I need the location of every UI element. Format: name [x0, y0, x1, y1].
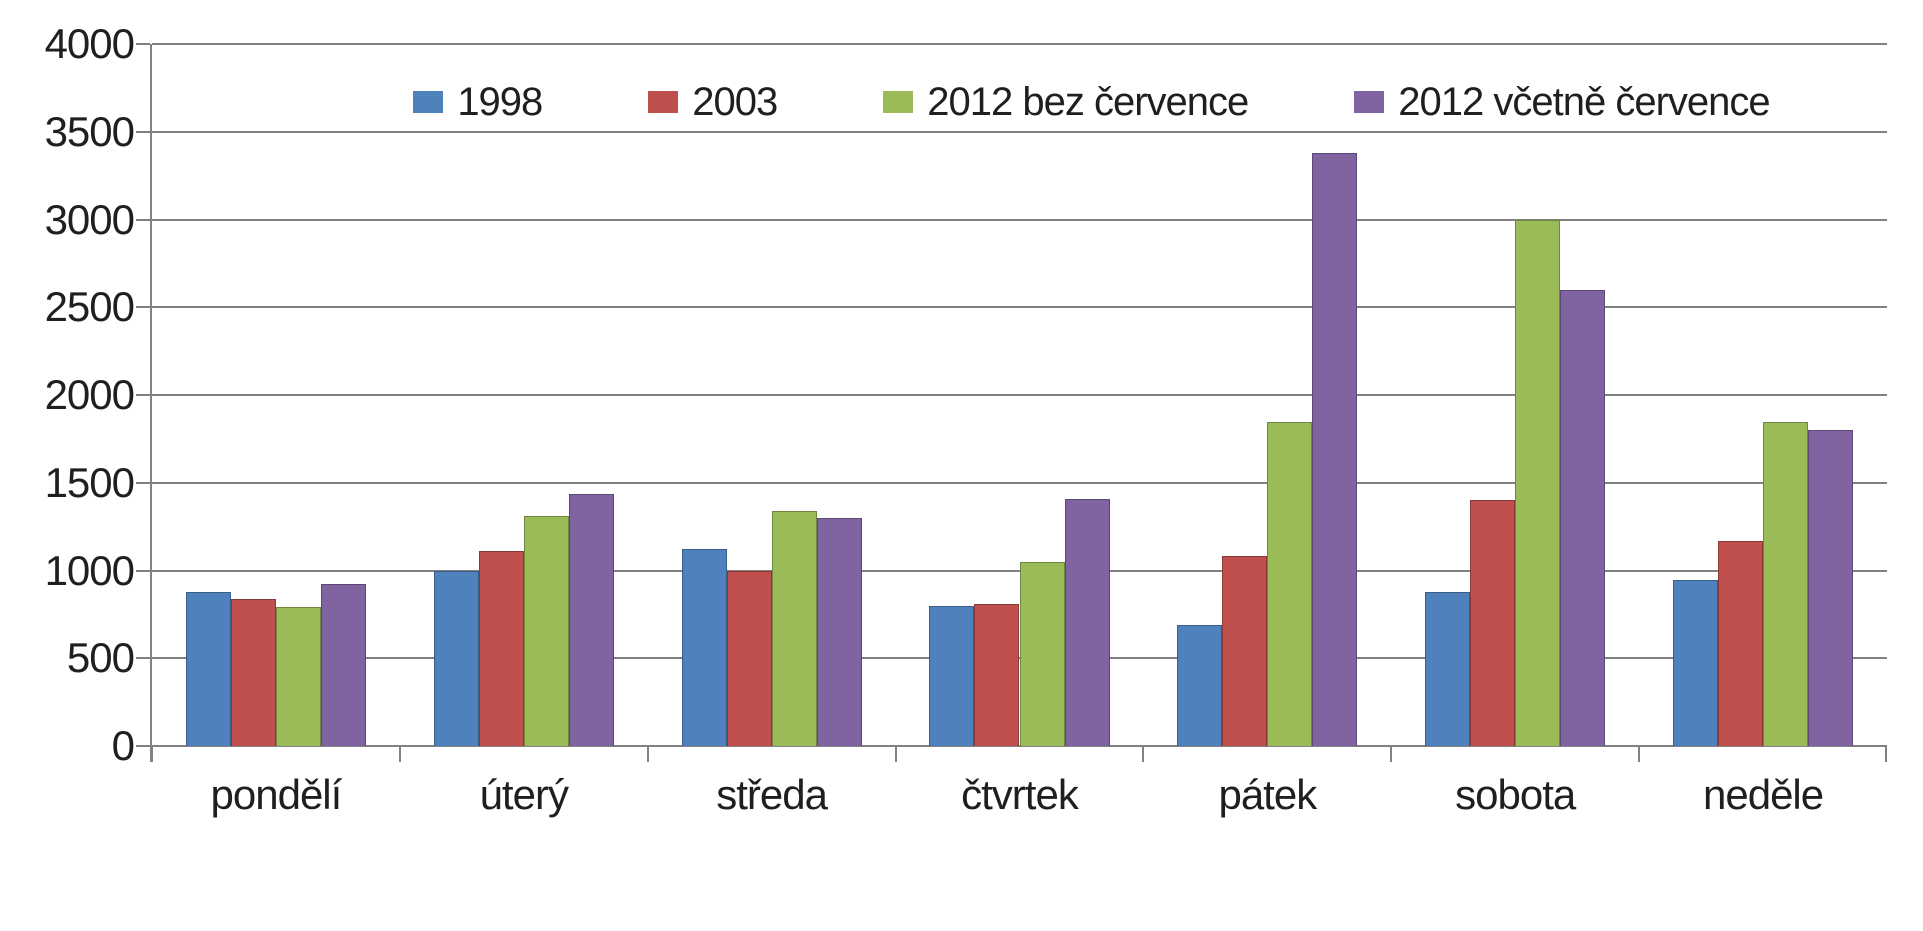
legend-swatch-2012-vcetne-cervence — [1354, 91, 1385, 113]
x-axis-tick-1 — [398, 746, 401, 762]
y-axis-tick-label-2500: 2500 — [44, 283, 135, 331]
bar-2012-bez-cervence-sobota — [1515, 219, 1561, 746]
legend-label-2012-bez-cervence: 2012 bez července — [927, 80, 1249, 124]
legend-item-1998: 1998 — [413, 80, 543, 124]
y-axis-tick-0 — [136, 745, 150, 747]
y-axis-tick-3000 — [136, 218, 150, 221]
bar-2012-bez-cervence-nedele — [1763, 422, 1809, 746]
bar-2012-vcetne-cervence-nedele — [1808, 430, 1854, 746]
x-axis-label-ctvrtek: čtvrtek — [961, 771, 1079, 818]
y-axis-tick-label-2000: 2000 — [44, 371, 135, 418]
bar-1998-patek — [1177, 624, 1223, 746]
y-axis-tick-2500 — [136, 306, 150, 309]
y-axis-line — [150, 44, 152, 762]
gridline-0 — [152, 745, 1887, 747]
legend-label-2003: 2003 — [692, 80, 778, 124]
y-axis-tick-3500 — [136, 130, 150, 133]
y-axis-tick-label-0: 0 — [111, 722, 135, 769]
bar-2012-bez-cervence-streda — [771, 510, 817, 746]
gridline-4000 — [152, 43, 1887, 45]
x-axis-label-sobota: sobota — [1455, 771, 1576, 818]
bar-2003-streda — [726, 570, 772, 746]
x-axis-label-pondeli: pondělí — [210, 771, 343, 818]
y-axis-tick-label-3000: 3000 — [44, 195, 135, 243]
bar-2012-vcetne-cervence-pondeli — [320, 583, 367, 746]
x-axis-tick-4 — [1142, 746, 1145, 762]
bar-1998-sobota — [1425, 592, 1471, 746]
plot-area: 1998 2003 2012 bez července 2012 včetně čer… — [150, 43, 1887, 762]
y-axis-tick-label-4000: 4000 — [44, 20, 135, 67]
bar-2012-vcetne-cervence-sobota — [1560, 289, 1606, 746]
legend-swatch-2003 — [648, 91, 679, 113]
x-axis-label-utery: úterý — [479, 771, 569, 818]
legend-swatch-1998 — [413, 91, 444, 113]
bar-2012-vcetne-cervence-streda — [816, 517, 862, 746]
gridline-1500 — [152, 481, 1887, 484]
bar-2012-bez-cervence-utery — [523, 516, 569, 746]
bar-2003-pondeli — [230, 598, 276, 746]
y-axis-tick-label-1500: 1500 — [44, 458, 135, 506]
gridline-2000 — [152, 394, 1887, 396]
bar-1998-streda — [681, 549, 727, 746]
y-axis-tick-1000 — [136, 569, 150, 572]
x-axis-tick-5 — [1390, 746, 1393, 762]
x-axis-label-nedele: neděle — [1703, 771, 1824, 818]
bar-2003-sobota — [1470, 500, 1516, 746]
y-axis-tick-4000 — [136, 43, 150, 45]
y-axis-tick-label-1000: 1000 — [44, 546, 135, 594]
x-axis-label-streda: středa — [716, 771, 828, 818]
legend-swatch-2012-bez-cervence — [883, 91, 914, 113]
y-axis-tick-2000 — [136, 394, 150, 396]
bar-2012-bez-cervence-patek — [1267, 422, 1313, 746]
gridline-2500 — [152, 306, 1887, 309]
x-axis-label-patek: pátek — [1218, 771, 1317, 818]
bar-1998-pondeli — [185, 592, 231, 746]
legend-item-2012-bez-cervence: 2012 bez července — [883, 80, 1249, 124]
bar-2003-utery — [478, 551, 524, 746]
x-axis-tick-6 — [1638, 746, 1641, 762]
bar-2003-patek — [1222, 555, 1268, 746]
bar-1998-utery — [433, 570, 479, 746]
bar-2012-vcetne-cervence-utery — [568, 494, 614, 746]
y-axis-tick-1500 — [136, 481, 150, 484]
legend-label-2012-vcetne-cervence: 2012 včetně července — [1398, 80, 1770, 124]
bar-2012-vcetne-cervence-patek — [1312, 152, 1358, 746]
legend-item-2003: 2003 — [648, 80, 778, 124]
y-axis-tick-label-3500: 3500 — [44, 107, 135, 155]
legend-item-2012-vcetne-cervence: 2012 včetně července — [1354, 80, 1771, 124]
bar-2012-bez-cervence-ctvrtek — [1019, 561, 1065, 746]
bar-2003-ctvrtek — [974, 603, 1020, 746]
x-axis-tick-2 — [646, 746, 649, 762]
gridline-3000 — [152, 218, 1887, 221]
x-axis-tick-7 — [1885, 746, 1887, 762]
bar-2003-nedele — [1718, 540, 1764, 746]
bar-1998-ctvrtek — [929, 605, 975, 746]
x-axis-tick-0 — [151, 746, 153, 762]
y-axis-tick-label-500: 500 — [66, 634, 135, 682]
bar-1998-nedele — [1672, 580, 1718, 746]
gridline-3500 — [152, 130, 1887, 133]
legend: 1998 2003 2012 bez července 2012 včetně čer… — [224, 80, 1923, 124]
y-axis-tick-500 — [136, 657, 150, 660]
legend-label-1998: 1998 — [457, 80, 543, 124]
bar-2012-vcetne-cervence-ctvrtek — [1064, 498, 1110, 746]
x-axis-tick-3 — [894, 746, 897, 762]
bar-2012-bez-cervence-pondeli — [275, 607, 321, 746]
